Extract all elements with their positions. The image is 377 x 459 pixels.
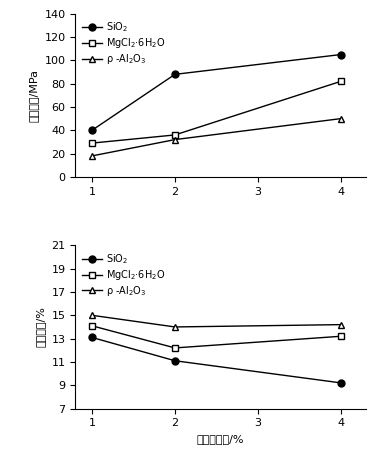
X-axis label: 结合剂含量/%: 结合剂含量/% xyxy=(197,434,244,444)
Y-axis label: 显气孔率/%: 显气孔率/% xyxy=(36,307,46,347)
MgCl$_2$·6H$_2$O xyxy=(339,78,343,84)
ρ -Al$_2$O$_3$ xyxy=(173,137,177,142)
SiO$_2$ xyxy=(90,128,94,133)
SiO$_2$ xyxy=(90,335,94,340)
Y-axis label: 耐压强度/MPa: 耐压强度/MPa xyxy=(29,69,39,122)
Line: SiO$_2$: SiO$_2$ xyxy=(89,51,344,134)
Legend: SiO$_2$, MgCl$_2$·6H$_2$O, ρ -Al$_2$O$_3$: SiO$_2$, MgCl$_2$·6H$_2$O, ρ -Al$_2$O$_3… xyxy=(80,19,167,68)
SiO$_2$ xyxy=(173,72,177,77)
Line: ρ -Al$_2$O$_3$: ρ -Al$_2$O$_3$ xyxy=(89,115,344,159)
ρ -Al$_2$O$_3$ xyxy=(173,324,177,330)
SiO$_2$ xyxy=(339,52,343,57)
Line: SiO$_2$: SiO$_2$ xyxy=(89,334,344,386)
MgCl$_2$·6H$_2$O xyxy=(173,345,177,351)
ρ -Al$_2$O$_3$ xyxy=(339,322,343,327)
Line: MgCl$_2$·6H$_2$O: MgCl$_2$·6H$_2$O xyxy=(89,78,344,146)
MgCl$_2$·6H$_2$O xyxy=(90,140,94,146)
ρ -Al$_2$O$_3$ xyxy=(90,313,94,318)
SiO$_2$ xyxy=(173,358,177,364)
MgCl$_2$·6H$_2$O xyxy=(339,334,343,339)
ρ -Al$_2$O$_3$ xyxy=(339,116,343,121)
ρ -Al$_2$O$_3$ xyxy=(90,153,94,159)
Legend: SiO$_2$, MgCl$_2$·6H$_2$O, ρ -Al$_2$O$_3$: SiO$_2$, MgCl$_2$·6H$_2$O, ρ -Al$_2$O$_3… xyxy=(80,250,167,300)
MgCl$_2$·6H$_2$O xyxy=(173,132,177,138)
SiO$_2$ xyxy=(339,380,343,386)
Line: ρ -Al$_2$O$_3$: ρ -Al$_2$O$_3$ xyxy=(89,312,344,330)
Line: MgCl$_2$·6H$_2$O: MgCl$_2$·6H$_2$O xyxy=(89,322,344,352)
MgCl$_2$·6H$_2$O xyxy=(90,323,94,329)
